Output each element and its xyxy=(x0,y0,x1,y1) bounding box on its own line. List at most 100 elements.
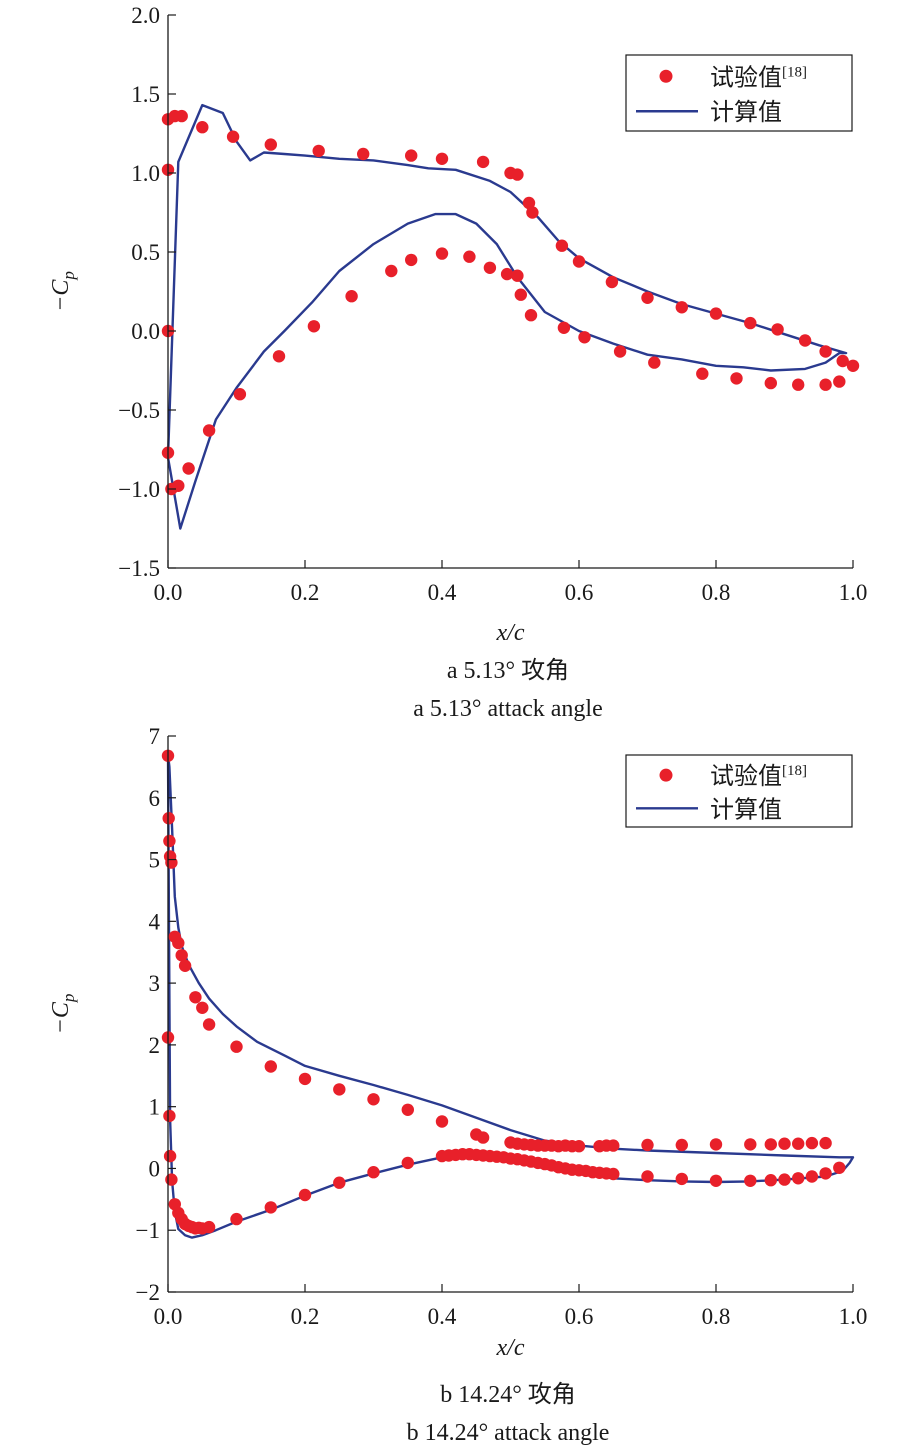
y-tick-label: 3 xyxy=(149,971,161,996)
data-point xyxy=(709,1138,723,1151)
data-point xyxy=(557,321,571,334)
data-point xyxy=(833,1161,846,1175)
data-point xyxy=(696,367,709,380)
computed-curve-a xyxy=(166,103,848,530)
data-point xyxy=(163,834,176,848)
y-tick-label: 4 xyxy=(149,909,161,934)
y-tick-label: 6 xyxy=(149,786,161,811)
y-tick-label: 1.0 xyxy=(131,161,160,186)
data-point xyxy=(819,1136,832,1150)
y-tick-label: 2 xyxy=(149,1033,161,1058)
x-tick-label: 0.0 xyxy=(154,580,183,605)
legend-marker-experimental-a xyxy=(659,69,673,83)
data-point xyxy=(675,1172,688,1186)
data-point xyxy=(230,1212,243,1226)
data-point xyxy=(272,350,286,363)
data-point xyxy=(607,1139,620,1152)
legend-b: 试验值[18] 计算值 xyxy=(625,754,853,828)
data-point xyxy=(605,275,619,289)
data-point xyxy=(264,138,277,151)
y-tick-label: −1.0 xyxy=(118,477,160,502)
data-point xyxy=(613,345,627,358)
data-point xyxy=(172,479,185,492)
y-axis-label-b: −Cp xyxy=(48,994,78,1035)
data-point xyxy=(819,378,832,391)
data-point xyxy=(163,1149,177,1163)
data-point xyxy=(405,149,418,162)
computed-curve-line xyxy=(166,103,848,530)
experimental-points-b xyxy=(161,749,846,1235)
data-point xyxy=(526,206,539,219)
y-axis-label-text: −Cp xyxy=(48,994,78,1035)
data-point xyxy=(233,388,247,401)
x-tick-label: 0.0 xyxy=(154,1304,183,1329)
data-point xyxy=(298,1188,312,1202)
y-tick-label: 5 xyxy=(149,848,161,873)
data-point xyxy=(189,991,202,1004)
data-point xyxy=(264,1201,277,1214)
data-point xyxy=(792,1172,805,1185)
y-tick-label: 1.5 xyxy=(131,82,160,107)
data-point xyxy=(744,316,757,330)
x-tick-label: 1.0 xyxy=(839,580,868,605)
legend-label-computed-b: 计算值 xyxy=(710,796,782,823)
data-point xyxy=(641,1170,654,1183)
data-point xyxy=(648,356,661,369)
data-point xyxy=(709,1174,723,1188)
legend-box-b xyxy=(625,754,853,828)
data-point xyxy=(230,1040,243,1053)
data-point xyxy=(764,1174,777,1187)
data-point xyxy=(511,168,524,181)
data-point xyxy=(312,144,325,158)
data-point xyxy=(178,959,192,972)
data-point xyxy=(792,378,805,391)
data-point xyxy=(555,239,569,252)
y-tick-label: 0 xyxy=(149,1156,161,1181)
data-point xyxy=(524,309,538,322)
data-point xyxy=(476,1131,490,1144)
data-point xyxy=(578,331,591,344)
data-point xyxy=(483,261,497,274)
data-point xyxy=(798,334,812,347)
data-point xyxy=(165,1173,178,1186)
x-tick-label: 1.0 xyxy=(839,1304,868,1329)
y-tick-label: −1 xyxy=(136,1218,160,1243)
data-point xyxy=(463,250,476,263)
data-point xyxy=(367,1093,380,1106)
data-point xyxy=(202,424,216,437)
data-point xyxy=(607,1167,620,1181)
data-point xyxy=(675,1138,688,1152)
y-axis-label-text: −Cp xyxy=(48,271,78,312)
data-point xyxy=(764,1138,777,1151)
data-point xyxy=(778,1173,791,1186)
y-tick-label: 1 xyxy=(149,1095,161,1120)
caption-en-a: a 5.13° attack angle xyxy=(413,696,603,722)
data-point xyxy=(196,121,209,134)
data-point xyxy=(641,291,654,304)
data-point xyxy=(675,301,688,314)
x-tick-label: 0.2 xyxy=(291,580,320,605)
y-tick-label: 0.5 xyxy=(131,240,160,265)
data-point xyxy=(163,1109,176,1123)
data-point xyxy=(333,1176,346,1189)
data-point xyxy=(357,147,370,161)
data-point xyxy=(764,376,777,390)
data-point xyxy=(202,1018,216,1031)
data-point xyxy=(172,936,185,950)
legend-box-a xyxy=(625,54,853,132)
y-tick-label: 0.0 xyxy=(131,319,160,344)
x-axis-label-a: x/c xyxy=(496,620,525,646)
data-point xyxy=(476,155,490,169)
x-tick-label: 0.4 xyxy=(428,580,457,605)
data-point xyxy=(833,375,846,388)
data-point xyxy=(175,949,188,962)
y-axis-label-a: −Cp xyxy=(48,271,78,312)
data-point xyxy=(511,269,524,282)
data-point xyxy=(778,1137,791,1150)
chart-panel-b: 0.0 0.2 0.4 0.6 0.8 1.0 −2 −1 0 1 2 3 4 5 6 7 x/c −Cp 试… xyxy=(48,724,867,1446)
legend-label-computed-a: 计算值 xyxy=(710,99,782,126)
data-point xyxy=(744,1138,757,1151)
x-tick-label: 0.4 xyxy=(428,1304,457,1329)
data-point xyxy=(264,1060,277,1073)
